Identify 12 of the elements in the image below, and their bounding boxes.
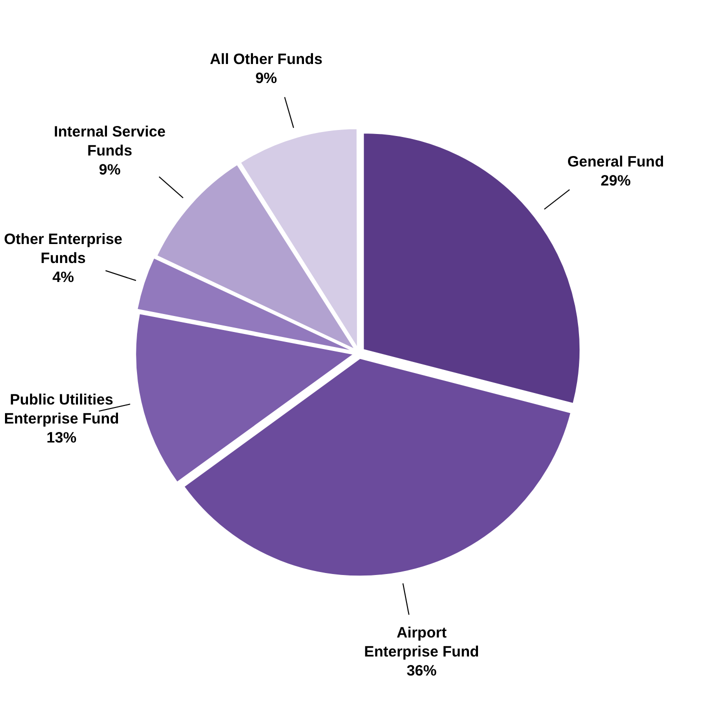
slice-label: Other Enterprise Funds — [4, 230, 122, 267]
data-label: 13% — [46, 430, 77, 447]
data-label: 4% — [52, 268, 74, 286]
data-label: 9% — [98, 161, 121, 178]
data-label: 36% — [406, 662, 437, 680]
slice-label: General Fund — [567, 154, 664, 171]
slice-label: Internal Service Funds — [54, 123, 166, 160]
data-label: 29% — [600, 172, 631, 190]
slice-label: Airport Enterprise Fund — [364, 624, 480, 661]
slice-label: All Other Funds — [210, 50, 322, 68]
data-label: 9% — [255, 70, 278, 87]
slice-label: Public Utilities Enterprise Fund — [4, 392, 120, 428]
